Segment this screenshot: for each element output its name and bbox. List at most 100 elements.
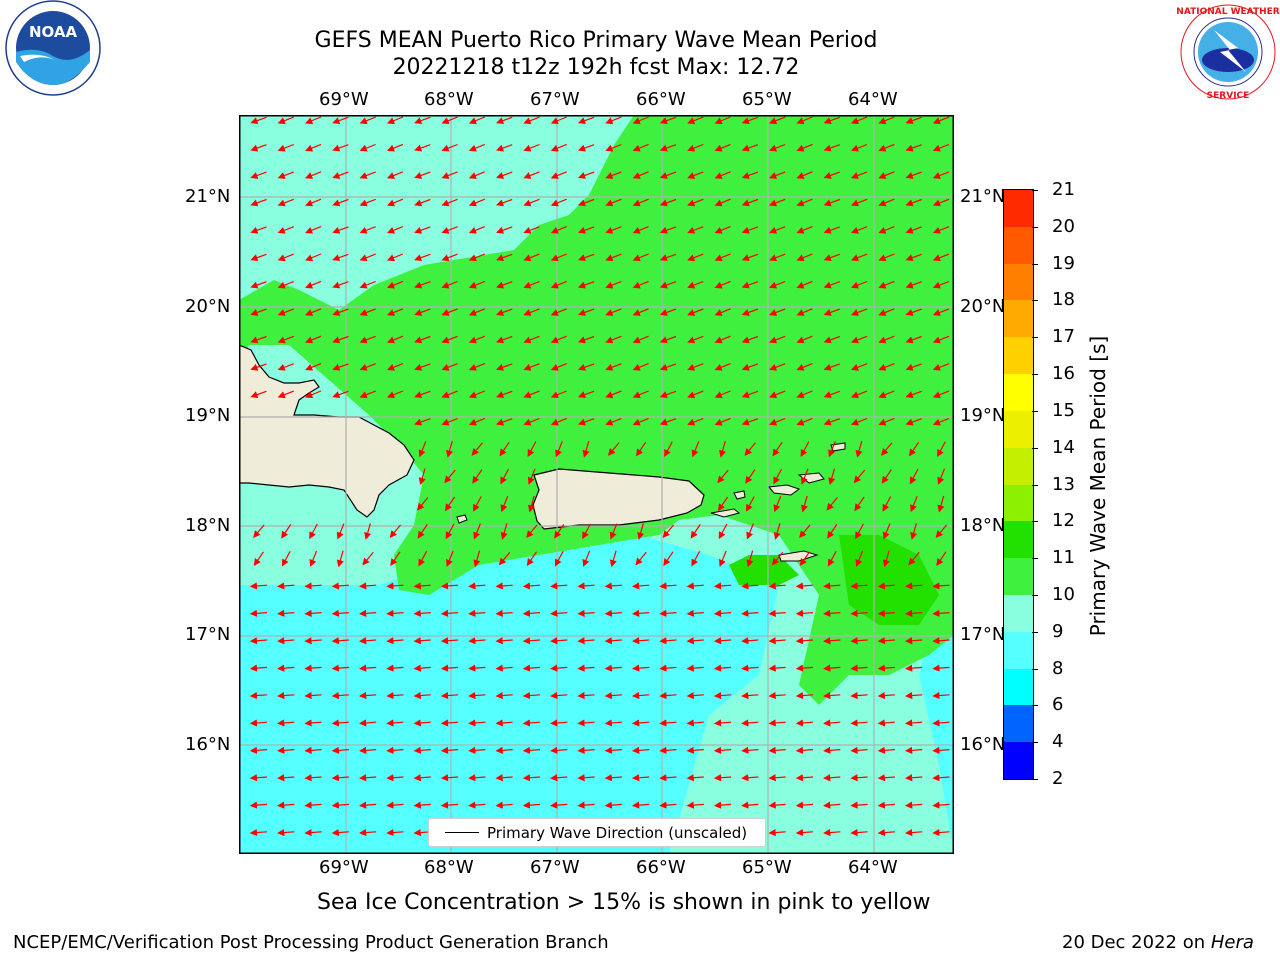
wave-arrow	[768, 609, 786, 617]
wave-arrow	[305, 226, 322, 234]
svg-text:NATIONAL WEATHER: NATIONAL WEATHER	[1176, 7, 1279, 17]
wave-arrow	[796, 171, 813, 179]
wave-arrow	[910, 495, 918, 513]
wave-arrow	[577, 418, 595, 426]
colorbar-segment	[1004, 631, 1033, 669]
wave-arrow	[605, 143, 622, 152]
wave-arrow	[905, 226, 922, 234]
wave-arrow	[741, 418, 759, 426]
wave-arrow	[659, 226, 677, 234]
wave-arrow	[768, 828, 786, 837]
lat-label-right-19n: 19°N	[960, 405, 1006, 426]
wave-arrow	[386, 691, 404, 700]
lon-label-top-66w: 66°W	[636, 89, 686, 110]
wave-arrow	[441, 253, 458, 262]
wave-arrow	[769, 363, 786, 371]
wave-arrow	[441, 116, 458, 125]
wave-arrow	[850, 253, 868, 262]
wave-arrow	[441, 363, 458, 371]
wave-arrow	[659, 308, 677, 316]
wave-arrow	[473, 523, 481, 540]
wave-arrow	[659, 281, 677, 289]
wave-arrow	[882, 550, 890, 568]
wave-arrow	[713, 801, 732, 809]
wave-arrow	[359, 143, 376, 152]
wave-arrow	[718, 523, 728, 540]
wave-arrow	[659, 144, 677, 152]
wave-arrow	[905, 198, 922, 207]
wave-arrow	[468, 774, 486, 782]
wave-arrow	[882, 496, 892, 512]
wave-arrow	[877, 582, 895, 590]
colorbar-tick-label: 14	[1052, 436, 1075, 458]
wave-arrow	[746, 496, 755, 512]
wave-arrow	[414, 390, 431, 399]
wave-arrow	[690, 524, 701, 539]
wave-arrow	[441, 335, 458, 344]
wave-arrow	[414, 116, 431, 125]
colorbar-tick-mark	[1032, 594, 1038, 596]
wave-arrow	[440, 637, 459, 645]
footer-host: Hera	[1210, 932, 1254, 953]
wave-arrow	[799, 551, 810, 566]
lat-label-left-16n: 16°N	[185, 734, 231, 755]
wave-arrow	[850, 363, 868, 371]
colorbar-tick-label: 8	[1052, 657, 1064, 679]
wave-arrow	[500, 468, 510, 485]
wave-arrow	[550, 746, 568, 754]
wave-arrow	[632, 719, 650, 727]
wave-arrow	[850, 198, 868, 207]
wave-arrow	[577, 308, 595, 316]
wave-arrow	[496, 226, 513, 234]
wave-arrow	[717, 469, 729, 484]
wave-arrow	[796, 363, 813, 371]
wave-arrow	[364, 523, 372, 540]
wave-arrow	[332, 253, 349, 262]
wave-arrow	[277, 691, 295, 700]
wave-arrow	[932, 390, 950, 399]
wave-arrow	[250, 226, 267, 234]
wave-arrow	[331, 582, 349, 590]
colorbar-ticks: 2 4 6 8 9 10 11 12 13 14 15 16 17 18 19 20 21	[1032, 179, 1080, 789]
puerto-rico-land	[532, 468, 705, 530]
wave-arrow	[250, 171, 267, 179]
wave-arrow	[768, 664, 786, 672]
wave-arrow	[799, 524, 811, 539]
wave-arrow	[582, 523, 591, 540]
wave-arrow	[359, 226, 376, 234]
wave-arrow	[281, 551, 291, 567]
wave-arrow	[850, 801, 868, 809]
wave-arrow	[877, 637, 895, 645]
colorbar-tick-label: 13	[1052, 473, 1075, 495]
wave-arrow	[905, 281, 922, 289]
wave-arrow	[468, 417, 486, 426]
wave-arrow	[905, 363, 922, 371]
colorbar-tick-mark	[1032, 558, 1038, 560]
wave-arrow	[359, 253, 376, 262]
wave-arrow	[877, 828, 895, 837]
wave-arrow	[440, 664, 459, 672]
wave-arrow	[249, 637, 268, 645]
lat-label-left-21n: 21°N	[185, 186, 231, 207]
colorbar-tick-mark	[1032, 447, 1038, 449]
wave-arrow	[632, 609, 650, 617]
wave-arrow	[414, 308, 431, 316]
wave-arrow	[359, 171, 376, 179]
wave-arrow	[277, 390, 295, 399]
wave-arrow	[741, 171, 759, 179]
wave-arrow	[496, 308, 513, 316]
wave-arrow	[605, 363, 622, 371]
wave-arrow	[878, 253, 895, 262]
wave-arrow	[632, 746, 650, 754]
wave-arrow	[550, 253, 567, 262]
wave-arrow	[850, 637, 868, 645]
wave-arrow	[523, 116, 540, 125]
wave-arrow	[905, 308, 922, 316]
wave-arrow	[359, 582, 377, 590]
wave-arrow	[823, 171, 841, 179]
svg-text:SERVICE: SERVICE	[1207, 91, 1250, 101]
svg-text:NOAA: NOAA	[29, 23, 78, 41]
wave-arrow	[332, 171, 349, 179]
wave-arrow	[386, 664, 404, 672]
colorbar-tick-mark	[1032, 521, 1038, 523]
